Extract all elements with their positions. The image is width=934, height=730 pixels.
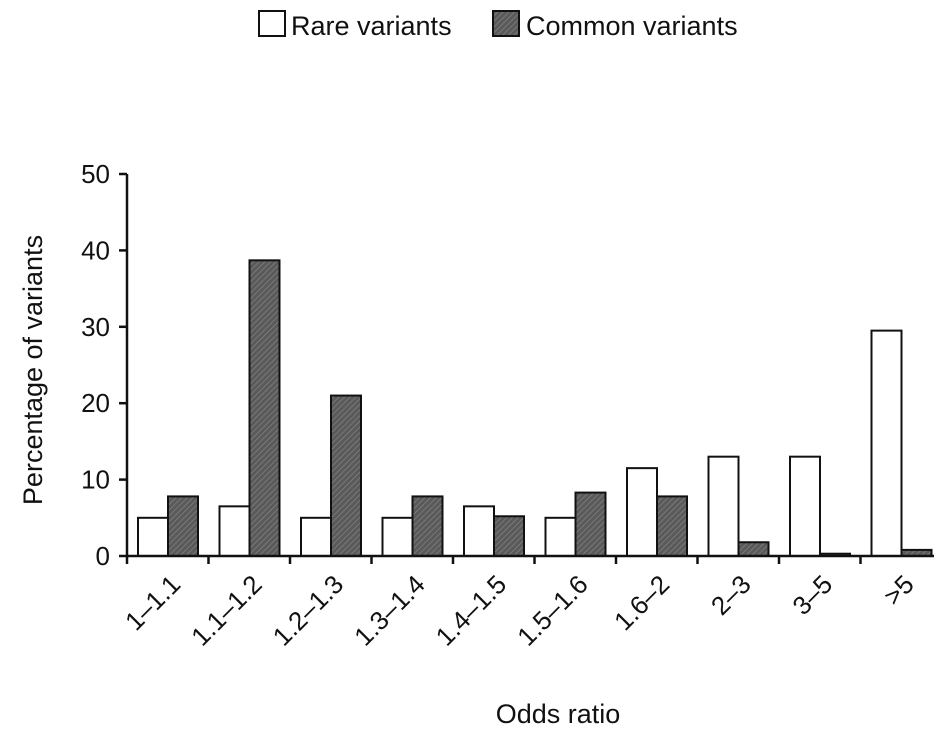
bar-common-variants [574, 491, 607, 558]
x-tick-label: 1.6–2 [608, 569, 675, 636]
y-tick-label: 10 [81, 465, 110, 495]
bar-rare-variants [870, 329, 903, 557]
y-axis-ticks: 0 10 20 30 40 50 [81, 159, 127, 571]
legend-label-rare: Rare variants [291, 11, 452, 41]
bar-rare-variants [137, 516, 169, 557]
bar-rare-variants [707, 455, 740, 557]
y-axis-title: Percentage of variants [18, 235, 48, 505]
bar-rare-variants [626, 467, 658, 558]
bar-common-variants [330, 394, 362, 557]
y-tick-label: 0 [96, 541, 110, 571]
bar-common-variants [167, 495, 199, 557]
y-tick-label: 20 [81, 388, 110, 418]
bar-common-variants [411, 495, 444, 557]
bar-common-variants [656, 495, 688, 557]
x-tick-label: 1.1–1.2 [185, 569, 268, 652]
bar-rare-variants [218, 505, 251, 557]
bar-rare-variants [300, 516, 332, 557]
legend-label-common: Common variants [526, 11, 738, 41]
y-tick-label: 50 [81, 159, 110, 189]
bar-rare-variants [381, 516, 414, 557]
x-tick-label: 1–1.1 [119, 569, 186, 636]
bar-common-variants [493, 515, 525, 557]
bars [137, 259, 933, 558]
y-tick-label: 40 [81, 235, 110, 265]
legend-swatch-rare [258, 10, 286, 37]
bar-rare-variants [544, 516, 577, 557]
bar-common-variants [248, 259, 281, 557]
bar-rare-variants [463, 505, 495, 557]
x-axis-title: Odds ratio [496, 699, 621, 729]
bar-common-variants [737, 541, 770, 557]
bar-rare-variants [789, 455, 821, 557]
x-axis-ticks: 1–1.11.1–1.21.2–1.31.3–1.41.4–1.51.5–1.6… [119, 556, 920, 652]
x-tick-label: 1.5–1.6 [511, 569, 594, 652]
legend: Rare variants Common variants [258, 10, 738, 41]
x-tick-label: >5 [878, 569, 920, 611]
x-tick-label: 1.3–1.4 [348, 569, 431, 652]
x-tick-label: 1.4–1.5 [430, 569, 513, 652]
x-tick-label: 3–5 [786, 569, 838, 621]
x-tick-label: 1.2–1.3 [267, 569, 350, 652]
x-tick-label: 2–3 [705, 569, 757, 621]
y-tick-label: 30 [81, 312, 110, 342]
legend-swatch-common [492, 10, 520, 37]
